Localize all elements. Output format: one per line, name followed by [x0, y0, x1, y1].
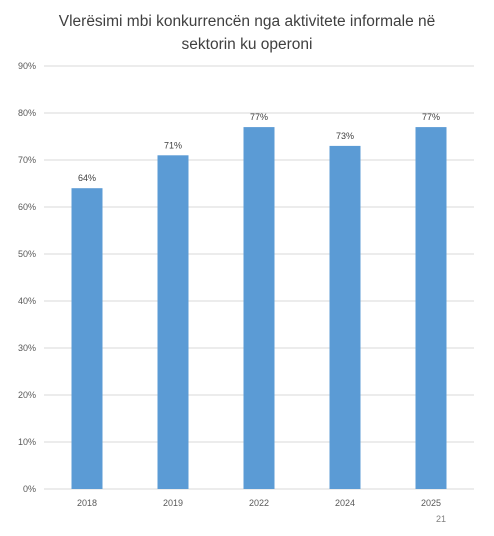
y-tick-label: 80% [18, 108, 36, 118]
x-tick-label: 2025 [421, 498, 441, 508]
y-tick-label: 60% [18, 202, 36, 212]
data-label: 64% [78, 173, 96, 183]
data-label: 73% [336, 131, 354, 141]
page-number: 21 [436, 514, 447, 524]
bar [415, 127, 447, 489]
x-tick-label: 2022 [249, 498, 269, 508]
bar [71, 188, 103, 489]
chart-title-line-2: sektorin ku operoni [181, 36, 313, 53]
bar [329, 145, 361, 489]
x-tick-label: 2019 [163, 498, 183, 508]
data-label: 77% [250, 112, 268, 122]
y-tick-label: 90% [18, 61, 36, 71]
data-label: 77% [422, 112, 440, 122]
y-tick-label: 10% [18, 437, 36, 447]
chart-title-line-1: Vlerësimi mbi konkurrencën nga aktivitet… [58, 13, 436, 30]
bar [243, 127, 275, 489]
chart-title: Vlerësimi mbi konkurrencën nga aktivitet… [0, 10, 494, 56]
y-tick-label: 70% [18, 155, 36, 165]
x-tick-label: 2018 [77, 498, 97, 508]
x-tick-label: 2024 [335, 498, 355, 508]
y-tick-label: 20% [18, 390, 36, 400]
y-tick-label: 30% [18, 343, 36, 353]
bar [157, 155, 189, 490]
y-tick-label: 40% [18, 296, 36, 306]
y-tick-label: 0% [23, 484, 36, 494]
y-tick-label: 50% [18, 249, 36, 259]
data-label: 71% [164, 140, 182, 150]
